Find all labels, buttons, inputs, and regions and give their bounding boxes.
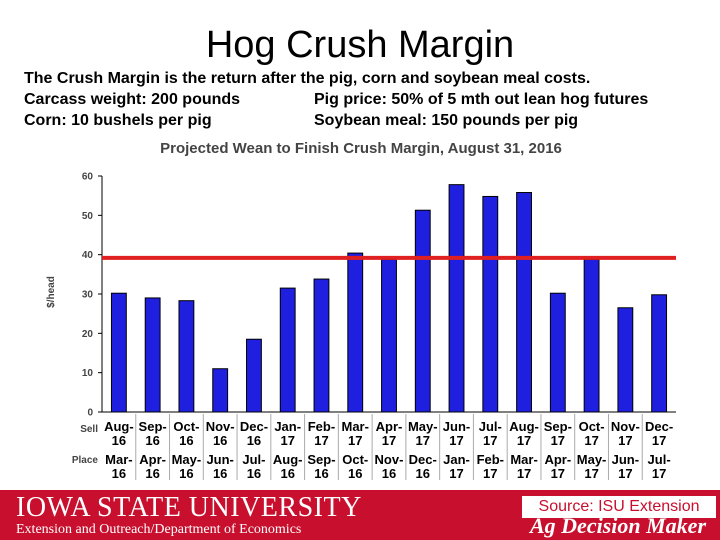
bar	[314, 279, 329, 412]
bar	[652, 295, 667, 412]
sell-month-label: Dec-17	[645, 419, 673, 448]
place-month-label: Jun-17	[612, 452, 639, 481]
sell-month-label: May-17	[408, 419, 438, 448]
place-month-label: Jul-16	[242, 452, 265, 481]
sell-month-label: Oct-17	[579, 419, 605, 448]
place-month-label: Jan-17	[443, 452, 470, 481]
department-text: Extension and Outreach/Department of Eco…	[16, 522, 301, 538]
chart-title: Projected Wean to Finish Crush Margin, A…	[160, 140, 562, 157]
place-month-label: Aug-16	[273, 452, 303, 481]
sell-month-label: Sep-16	[139, 419, 167, 448]
sell-month-label: Sep-17	[544, 419, 572, 448]
place-month-label: Dec-16	[409, 452, 437, 481]
carcass-weight-text: Carcass weight: 200 pounds	[24, 91, 240, 108]
sell-month-label: Nov-16	[206, 419, 235, 448]
bar	[483, 196, 498, 412]
place-month-label: Mar-16	[105, 452, 132, 481]
sell-month-label: Jan-17	[274, 419, 301, 448]
info-row-2: Carcass weight: 200 pounds Pig price: 50…	[24, 89, 714, 110]
place-month-label: Apr-16	[139, 452, 166, 481]
place-month-label: May-17	[577, 452, 607, 481]
bar	[280, 288, 295, 412]
info-row-3: Corn: 10 bushels per pig Soybean meal: 1…	[24, 110, 714, 131]
bar	[382, 259, 397, 412]
bar	[179, 301, 194, 412]
place-month-label: Jul-17	[648, 452, 671, 481]
ag-decision-maker-logo: Ag Decision Maker	[530, 513, 706, 539]
sell-month-label: Aug-17	[509, 419, 539, 448]
bar	[213, 369, 228, 412]
place-month-label: Apr-17	[544, 452, 571, 481]
y-tick-label: 10	[82, 368, 94, 379]
soybean-meal-text: Soybean meal: 150 pounds per pig	[314, 110, 578, 131]
y-axis-label: $/head	[46, 276, 57, 308]
sell-month-label: Jul-17	[479, 419, 502, 448]
sell-month-label: Nov-17	[611, 419, 640, 448]
bar	[247, 339, 262, 412]
place-month-label: Oct-16	[342, 452, 368, 481]
corn-text: Corn: 10 bushels per pig	[24, 112, 212, 129]
sell-month-label: Aug-16	[104, 419, 134, 448]
bar	[584, 259, 599, 412]
crush-margin-definition: The Crush Margin is the return after the…	[24, 70, 590, 87]
sell-month-label: Mar-17	[342, 419, 369, 448]
place-month-label: Feb-17	[477, 452, 504, 481]
bar	[348, 253, 363, 412]
crush-margin-chart: Projected Wean to Finish Crush Margin, A…	[0, 134, 720, 482]
bar	[145, 298, 160, 412]
sell-month-label: Jun-17	[443, 419, 470, 448]
place-month-label: Mar-17	[510, 452, 537, 481]
bar	[449, 185, 464, 412]
sell-month-label: Oct-16	[173, 419, 199, 448]
info-row-1: The Crush Margin is the return after the…	[24, 68, 714, 89]
place-month-label: May-16	[172, 452, 202, 481]
pig-price-text: Pig price: 50% of 5 mth out lean hog fut…	[314, 89, 648, 110]
place-month-label: Jun-16	[206, 452, 233, 481]
bar	[618, 308, 633, 412]
bar	[550, 293, 565, 412]
place-row-label: Place	[72, 455, 99, 466]
y-tick-label: 60	[82, 172, 94, 183]
university-logo: IOWA STATE UNIVERSITY	[16, 492, 362, 524]
y-tick-label: 30	[82, 290, 94, 301]
bar	[517, 193, 532, 412]
sell-month-label: Apr-17	[376, 419, 403, 448]
sell-row-label: Sell	[80, 424, 98, 435]
place-month-label: Nov-16	[375, 452, 404, 481]
bar	[111, 293, 126, 412]
sell-month-label: Dec-16	[240, 419, 268, 448]
sell-month-label: Feb-17	[308, 419, 335, 448]
bar	[415, 210, 430, 412]
y-tick-label: 50	[82, 211, 94, 222]
y-tick-label: 0	[87, 408, 93, 419]
y-tick-label: 20	[82, 329, 94, 340]
y-tick-label: 40	[82, 250, 94, 261]
slide-title: Hog Crush Margin	[0, 22, 720, 68]
place-month-label: Sep-16	[307, 452, 335, 481]
assumptions-block: The Crush Margin is the return after the…	[24, 68, 714, 131]
